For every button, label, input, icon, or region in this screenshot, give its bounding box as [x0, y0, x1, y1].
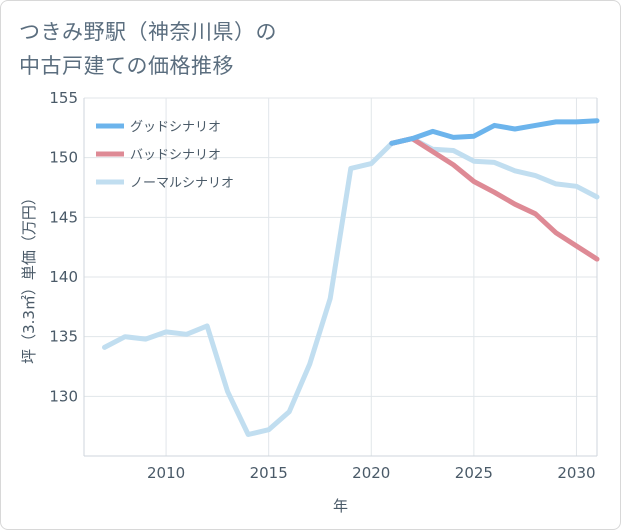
y-axis-title: 坪（3.3㎡）単価（万円） — [20, 190, 38, 364]
legend-label-0: グッドシナリオ — [130, 120, 221, 135]
series-group — [102, 118, 600, 437]
series-line-2 — [102, 136, 600, 437]
legend-label-1: バッドシナリオ — [130, 148, 221, 163]
y-tick-label-5: 155 — [49, 89, 78, 107]
chart-title: つきみ野駅（神奈川県）の 中古戸建ての価格推移 — [19, 15, 579, 83]
grid — [84, 97, 597, 456]
y-tick-label-2: 140 — [49, 268, 78, 286]
chart-title-line-2: 中古戸建ての価格推移 — [19, 54, 234, 78]
x-tick-label-2: 2020 — [352, 464, 390, 482]
x-tick-label-3: 2025 — [455, 464, 493, 482]
legend-label-2: ノーマルシナリオ — [130, 176, 234, 191]
x-tick-label-1: 2015 — [250, 464, 288, 482]
y-tick-label-1: 135 — [49, 328, 78, 346]
x-axis-title: 年 — [333, 497, 348, 515]
x-tick-label-4: 2030 — [557, 464, 595, 482]
y-axis-ticks: 130 135 140 145 150 155 — [49, 89, 78, 405]
series-line-1 — [389, 136, 600, 262]
y-tick-label-3: 145 — [49, 208, 78, 226]
plot-frame — [83, 98, 598, 457]
y-tick-label-0: 130 — [49, 387, 78, 405]
x-tick-label-0: 2010 — [147, 464, 185, 482]
series-line-0 — [389, 118, 600, 146]
x-axis-ticks: 2010 2015 2020 2025 2030 — [147, 464, 596, 482]
y-tick-label-4: 150 — [49, 149, 78, 167]
chart-title-line-1: つきみ野駅（神奈川県）の — [19, 20, 277, 44]
